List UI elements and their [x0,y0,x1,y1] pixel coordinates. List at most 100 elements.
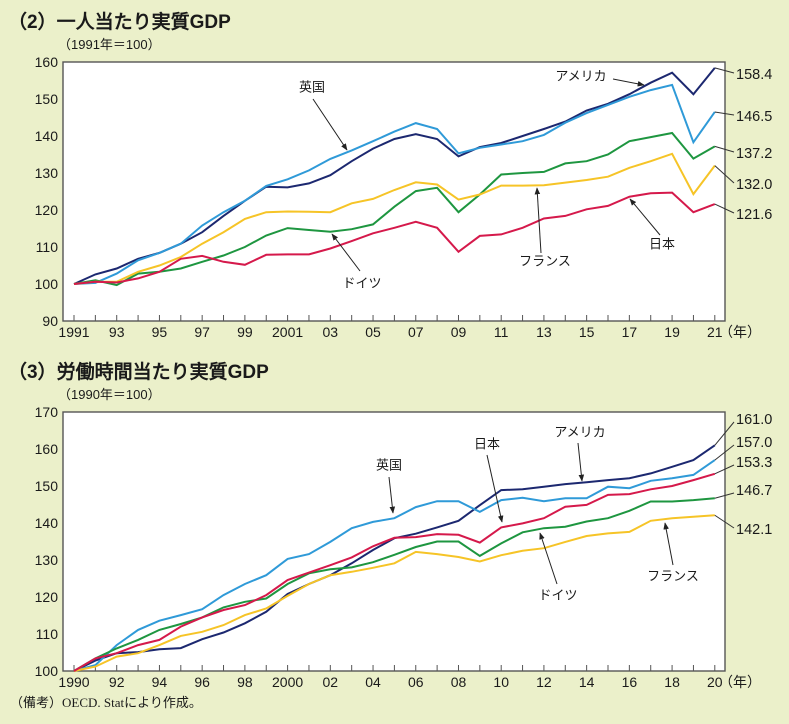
series-label-usa: アメリカ [555,70,606,85]
chart-2-title: （3）労働時間当たり実質GDP [8,360,269,383]
y-tick-label: 120 [35,202,59,218]
end-value-label-usa: 158.4 [736,67,772,83]
x-tick-label: 04 [365,674,381,690]
y-tick-label: 100 [35,276,59,292]
end-value-label-japan: 153.3 [736,455,772,471]
x-tick-label: 10 [493,674,509,690]
chart-gdp-per-capita: 90 100 110 120 130 140 150 160 1991 93 95 97 99 2001 0… [35,54,773,340]
end-label-leader-usa [714,67,735,74]
series-label-france: フランス [519,255,571,270]
x-tick-label: 1990 [58,674,89,690]
x-tick-label: 18 [664,674,680,690]
x-tick-label: 93 [109,324,125,340]
series-label-uk: 英国 [299,81,325,96]
end-label-leader-usa [714,421,735,446]
x-tick-label: 05 [365,324,381,340]
end-label-leader-japan [714,464,735,475]
annotation-arrow-germany [539,532,558,585]
annotation-arrow-france [534,187,542,254]
series-label-germany: ドイツ [538,589,577,604]
series-line-japan [73,191,716,285]
y-tick-label: 130 [35,165,59,181]
y-tick-label: 110 [36,239,59,255]
series-line-france [73,514,715,672]
x-tick-label: 92 [109,674,125,690]
series-line-germany [73,497,715,672]
x-tick-label: 2000 [272,674,303,690]
y-tick-label: 90 [42,313,58,329]
end-value-label-germany: 146.7 [736,483,772,499]
x-tick-label: 12 [536,674,552,690]
end-value-label-france: 132.0 [736,177,772,193]
x-tick-label: 06 [408,674,424,690]
annotation-arrow-usa [612,78,645,87]
end-label-leader-france [714,165,735,184]
end-value-label-germany: 137.2 [736,146,772,162]
annotation-arrow-uk [312,98,348,151]
end-value-label-uk: 146.5 [736,109,772,125]
x-tick-label: 20 [707,674,723,690]
end-label-leader-france [714,514,735,529]
chart-2-subtitle: （1990年＝100） [58,387,161,402]
end-label-leader-uk [714,444,735,461]
y-tick-label: 120 [35,589,59,605]
x-tick-label: 13 [536,324,552,340]
x-tick-label: 98 [237,674,253,690]
x-tick-label: 94 [152,674,168,690]
x-tick-label: 95 [152,324,168,340]
series-line-japan [73,472,716,672]
end-label-leader-germany [714,145,735,153]
x-tick-label: 19 [664,324,680,340]
x-tick-label: 21 [707,324,723,340]
series-line-uk [73,459,716,672]
chart-gdp-per-hour: 100 110 120 130 140 150 160 170 1990 92 94 96 98 2000… [35,404,773,690]
annotation-arrow-germany [331,233,361,272]
y-tick-label: 150 [35,478,59,494]
source-note: （備考）OECD. Statにより作成。 [10,695,202,710]
x-tick-label: 15 [579,324,595,340]
chart-1-title: （2）一人当たり実質GDP [8,10,231,33]
x-tick-label: 1991 [58,324,89,340]
x-tick-label: 2001 [272,324,303,340]
annotation-arrow-france [663,522,674,566]
x-tick-label: 08 [451,674,467,690]
series-line-germany [73,131,716,287]
end-label-leader-uk [714,111,735,116]
y-tick-label: 110 [36,626,59,642]
annotation-arrow-usa [577,442,585,482]
series-label-uk: 英国 [376,459,402,474]
y-tick-label: 140 [35,515,59,531]
x-tick-label: 96 [194,674,210,690]
y-tick-label: 160 [35,54,59,70]
y-tick-label: 130 [35,552,59,568]
end-value-label-usa: 161.0 [736,412,772,428]
x-axis-unit-label: （年） [719,674,761,690]
series-line-uk [73,83,716,285]
end-value-label-france: 142.1 [736,522,772,538]
series-label-japan: 日本 [474,438,500,453]
end-label-leader-japan [714,203,735,214]
plot-area [62,411,726,672]
end-label-leader-germany [714,492,735,499]
x-tick-label: 14 [579,674,595,690]
y-tick-label: 140 [35,128,59,144]
x-tick-label: 11 [494,324,509,340]
x-tick-label: 09 [451,324,467,340]
series-label-france: フランス [647,570,699,585]
x-tick-label: 17 [622,324,638,340]
x-tick-label: 16 [622,674,638,690]
x-tick-label: 97 [194,324,210,340]
annotation-arrow-japan [629,198,661,236]
series-line-france [73,152,716,285]
y-tick-label: 160 [35,441,59,457]
y-tick-label: 100 [35,663,59,679]
y-tick-label: 170 [35,404,59,420]
x-axis-unit-label: （年） [719,324,761,340]
series-label-usa: アメリカ [554,426,605,441]
annotation-arrow-uk [388,476,396,514]
x-tick-label: 03 [323,324,339,340]
x-tick-label: 99 [237,324,253,340]
plot-area [62,61,726,322]
y-tick-label: 150 [35,91,59,107]
end-value-label-japan: 121.6 [736,207,772,223]
